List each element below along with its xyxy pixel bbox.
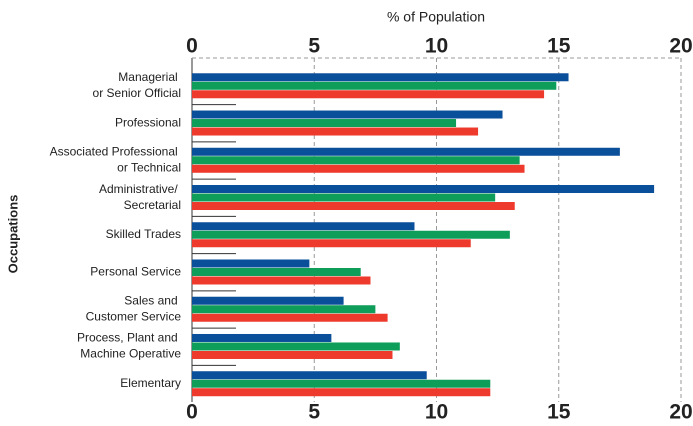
y-tick-label: Sales and Customer Service	[86, 294, 182, 324]
x-tick-label: 0	[186, 401, 198, 424]
bar	[192, 333, 332, 342]
y-tick-label: Associated Professional or Technical	[50, 145, 181, 175]
bar	[192, 119, 457, 128]
x-tick-label: 10	[425, 35, 448, 58]
x-axis-title: % of Population	[387, 9, 485, 25]
bar	[192, 371, 427, 380]
bar	[192, 110, 503, 119]
bar	[192, 305, 376, 314]
x-tick-label: 5	[308, 401, 320, 424]
y-tick-label: Skilled Trades	[106, 227, 181, 241]
bar	[192, 230, 510, 239]
y-tick-label: Process, Plant and Machine Operative	[77, 331, 181, 361]
bar	[192, 202, 515, 211]
bar	[192, 259, 310, 268]
bar	[192, 267, 361, 276]
bar	[192, 127, 479, 136]
x-tick-label: 5	[308, 35, 320, 58]
bar	[192, 156, 520, 165]
x-tick-label: 20	[669, 401, 692, 424]
bar	[192, 276, 371, 285]
y-tick-label: Managerial or Senior Official	[93, 70, 181, 100]
bar	[192, 342, 400, 351]
bar	[192, 81, 557, 90]
bar	[192, 296, 344, 305]
y-tick-label: Professional	[115, 115, 181, 129]
y-tick-label: Administrative/ Secretarial	[99, 182, 181, 212]
bar	[192, 222, 415, 231]
bar	[192, 379, 491, 388]
bar	[192, 164, 525, 173]
x-tick-label: 0	[186, 35, 198, 58]
y-axis-title: Occupations	[5, 195, 20, 274]
bar	[192, 90, 545, 99]
y-tick-label: Personal Service	[90, 264, 181, 278]
bar	[192, 73, 569, 82]
bar	[192, 193, 496, 202]
y-tick-label: Elementary	[120, 376, 181, 390]
bar	[192, 185, 655, 194]
bar	[192, 239, 471, 248]
bar	[192, 147, 620, 156]
x-tick-label: 15	[547, 401, 571, 424]
x-tick-label: 15	[547, 35, 571, 58]
x-tick-label: 10	[425, 401, 448, 424]
bar	[192, 313, 388, 322]
x-tick-label: 20	[669, 35, 692, 58]
bar	[192, 388, 491, 397]
bar	[192, 350, 393, 359]
